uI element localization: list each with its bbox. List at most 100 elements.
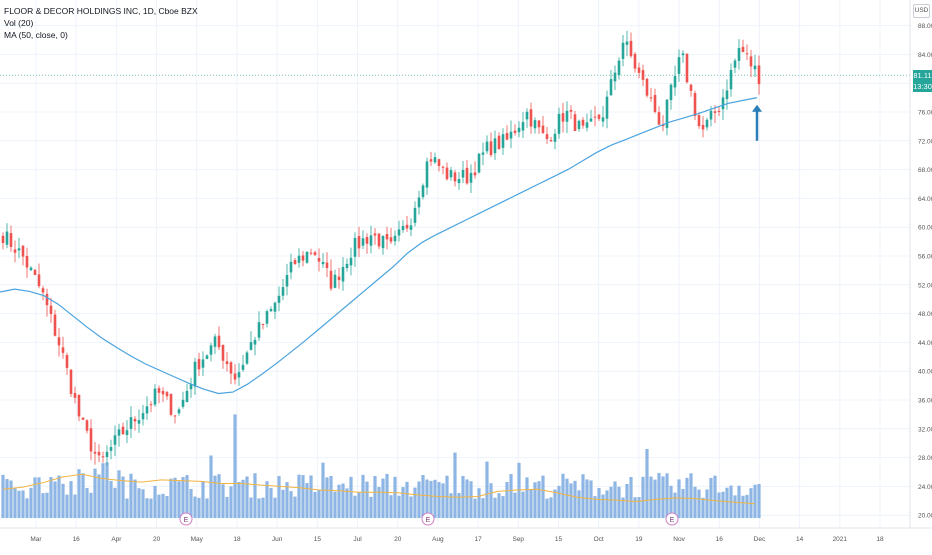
x-tick-label: Aug: [432, 536, 444, 543]
volume-bar: [145, 498, 149, 519]
volume-bar: [497, 493, 501, 519]
candle-body: [565, 110, 569, 122]
candle-body: [157, 388, 161, 393]
volume-bar: [453, 452, 457, 519]
volume-bar: [541, 475, 545, 519]
volume-bar: [61, 483, 65, 519]
volume-ma-line: [2, 473, 756, 505]
candle-body: [25, 255, 29, 268]
volume-bar: [301, 475, 305, 519]
candle-body: [285, 275, 289, 287]
x-tick-label: 2021: [833, 536, 848, 543]
candle-body: [133, 418, 137, 422]
volume-bar: [333, 491, 337, 519]
volume-bar: [345, 488, 349, 519]
candle-body: [353, 237, 357, 257]
candle-body: [357, 236, 361, 249]
candle-body: [737, 47, 741, 61]
currency-badge[interactable]: USD: [913, 4, 930, 18]
candle-body: [241, 364, 245, 370]
candle-body: [425, 161, 429, 188]
candle-body: [277, 295, 281, 303]
candle-body: [201, 359, 205, 368]
candle-body: [205, 355, 209, 359]
candle-body: [657, 112, 661, 125]
volume-bar: [577, 490, 581, 519]
candle-body: [57, 337, 61, 346]
volume-bar: [565, 478, 569, 519]
volume-bar: [485, 461, 489, 519]
volume-bar: [9, 480, 13, 519]
candle-body: [553, 133, 557, 142]
volume-bar: [221, 484, 225, 519]
candle-body: [33, 269, 37, 276]
candle-body: [233, 373, 237, 380]
volume-bar: [269, 487, 273, 519]
y-tick-label: 68.00: [918, 167, 932, 174]
volume-bar: [73, 494, 77, 519]
candle-body: [421, 185, 425, 198]
candle-body: [289, 261, 293, 273]
volume-bar: [745, 494, 749, 519]
candle-body: [433, 157, 437, 163]
x-tick-label: 15: [314, 536, 322, 543]
volume-bar: [645, 448, 649, 519]
candle-body: [557, 113, 561, 134]
volume-bar: [241, 479, 245, 519]
volume-bar: [501, 496, 505, 519]
candle-body: [501, 134, 505, 148]
candle-body: [21, 245, 25, 257]
volume-bar: [57, 475, 61, 519]
volume-bar: [197, 497, 201, 519]
candle-body: [741, 46, 745, 53]
candle-body: [345, 263, 349, 269]
price-axis[interactable]: 88.0084.0080.0076.0072.0068.0064.0060.00…: [909, 0, 932, 528]
volume-bar: [293, 496, 297, 519]
volume-bar: [381, 478, 385, 519]
volume-bar: [717, 492, 721, 519]
volume-bar: [457, 493, 461, 519]
volume-bar: [545, 498, 549, 519]
symbol-title[interactable]: FLOOR & DECOR HOLDINGS INC, 1D, Cboe BZX: [4, 6, 198, 16]
volume-bar: [697, 489, 701, 519]
volume-bar: [277, 476, 281, 519]
y-tick-label: 72.00: [918, 138, 932, 145]
volume-bar: [705, 489, 709, 519]
candle-body: [617, 60, 621, 75]
candle-body: [237, 372, 241, 378]
volume-bar: [573, 480, 577, 519]
x-tick-label: 20: [153, 536, 161, 543]
volume-bar: [245, 476, 249, 519]
ma-indicator-label[interactable]: MA (50, close, 0): [4, 30, 68, 40]
candle-body: [529, 109, 533, 127]
volume-bar: [45, 492, 49, 519]
volume-bar: [225, 496, 229, 519]
candle-body: [581, 119, 585, 126]
candle-body: [161, 390, 165, 395]
y-tick-label: 36.00: [918, 398, 932, 405]
volume-bar: [377, 486, 381, 519]
time-axis[interactable]: Mar 16 Apr 20 May 18 Jun 15 Jul 20 Aug 17 Sep 15 Oct 19…: [0, 527, 932, 543]
candle-body: [717, 110, 721, 113]
volume-bar: [441, 483, 445, 519]
candle-body: [753, 65, 757, 70]
candle-body: [473, 172, 477, 176]
candle-body: [525, 111, 529, 120]
volume-bar: [669, 485, 673, 519]
candle-body: [1, 235, 5, 244]
candle-body: [393, 235, 397, 242]
volume-bar: [69, 481, 73, 519]
volume-bar: [29, 487, 33, 519]
candle-body: [257, 322, 261, 338]
candle-body: [493, 138, 497, 154]
candle-body: [729, 69, 733, 90]
candle-body: [485, 141, 489, 152]
candle-body: [341, 266, 345, 282]
candle-body: [49, 305, 53, 314]
volume-bar: [125, 498, 129, 519]
volume-bar: [265, 481, 269, 519]
volume-indicator-label[interactable]: Vol (20): [4, 18, 34, 28]
volume-bar: [21, 490, 25, 519]
